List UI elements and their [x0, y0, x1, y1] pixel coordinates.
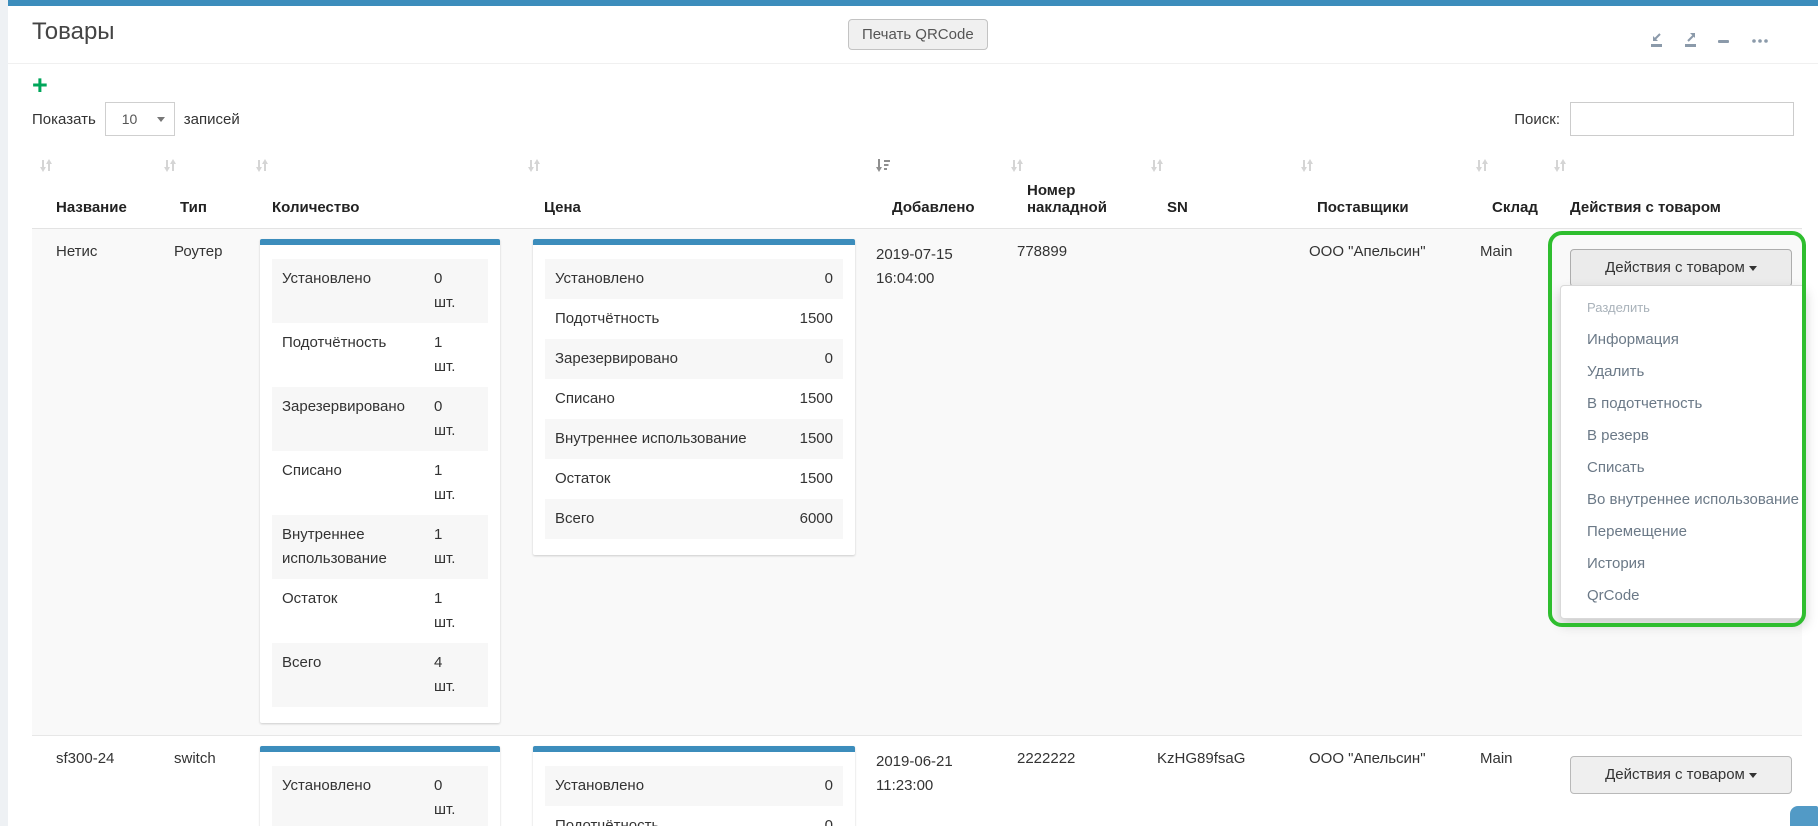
warehouse: Main — [1480, 750, 1513, 767]
menu-item-split[interactable]: Разделить — [1587, 300, 1650, 315]
product-type: Роутер — [174, 243, 223, 260]
quantity-card: Установлено 0 шт. — [260, 746, 500, 826]
column-header-warehouse[interactable]: Склад — [1468, 152, 1546, 229]
sort-both-icon — [1300, 157, 1314, 178]
menu-item-to-accountability[interactable]: В подотчетность — [1587, 395, 1703, 412]
page-title: Товары — [32, 18, 115, 45]
column-header-suppliers[interactable]: Поставщики — [1293, 152, 1468, 229]
quantity-entry: Подотчётность 1 шт. — [282, 334, 456, 375]
invoice-number: 2222222 — [1017, 750, 1076, 767]
page-size-select[interactable]: 10 — [104, 102, 175, 136]
ellipsis-icon[interactable] — [1750, 32, 1768, 48]
products-table: Название Тип Количество Цена — [32, 152, 1806, 826]
price-entry: Подотчётность 1500 — [555, 310, 833, 327]
table-row: Нетис Роутер Установлено 0 шт. Подотчётно… — [32, 228, 1806, 736]
menu-item-move[interactable]: Перемещение — [1587, 523, 1687, 540]
price-entry: Зарезервировано 0 — [545, 339, 843, 379]
show-label: Показать — [32, 110, 96, 128]
warehouse: Main — [1480, 243, 1513, 260]
sort-both-icon — [527, 157, 541, 178]
quantity-card: Установлено 0 шт. Подотчётность 1 шт. Заре… — [260, 239, 500, 723]
column-header-added[interactable]: Добавлено — [868, 152, 1003, 229]
quantity-entry: Всего 4 шт. — [272, 643, 488, 707]
column-header-type[interactable]: Тип — [156, 152, 248, 229]
quantity-entry: Установлено 0 шт. — [272, 259, 488, 323]
dock-out-icon[interactable] — [1682, 32, 1700, 48]
sort-both-icon — [1553, 157, 1567, 178]
column-header-invoice[interactable]: Номер накладной — [1003, 152, 1143, 229]
column-header-price[interactable]: Цена — [520, 152, 868, 229]
actions-dropdown-menu: Разделить Информация Удалить В подотчетн… — [1560, 285, 1806, 619]
dock-in-icon[interactable] — [1648, 32, 1666, 48]
panel-header: Товары Печать QRCode — [8, 6, 1818, 64]
menu-item-qrcode[interactable]: QrCode — [1587, 587, 1640, 604]
price-entry: Подотчётность 0 — [555, 817, 833, 826]
sort-both-icon — [39, 157, 53, 178]
price-entry: Установлено 0 — [545, 259, 843, 299]
caret-down-icon — [1748, 772, 1757, 778]
column-header-name[interactable]: Название — [32, 152, 156, 229]
product-name: Нетис — [56, 243, 98, 260]
search-label: Поиск: — [1514, 110, 1560, 128]
price-card: Установлено 0 Подотчётность 0 — [533, 746, 855, 826]
records-label: записей — [183, 110, 240, 128]
sort-both-icon — [1010, 157, 1024, 178]
sort-both-icon — [255, 157, 269, 178]
product-type: switch — [174, 750, 216, 767]
panel-body: + Показать 10 записей Поиск: — [8, 64, 1818, 826]
column-header-quantity[interactable]: Количество — [248, 152, 520, 229]
panel-tools — [1648, 32, 1768, 48]
menu-item-internal-use[interactable]: Во внутреннее использование — [1587, 491, 1800, 508]
supplier: ООО "Апельсин" — [1309, 750, 1426, 767]
price-entry: Всего 6000 — [545, 499, 843, 539]
invoice-number: 778899 — [1017, 243, 1068, 260]
quantity-entry: Остаток 1 шт. — [282, 590, 456, 631]
sort-both-icon — [163, 157, 177, 178]
search-group: Поиск: — [1514, 102, 1794, 136]
sort-both-icon — [1475, 157, 1489, 178]
column-header-actions[interactable]: Действия с товаром — [1546, 152, 1802, 229]
scroll-top-button[interactable] — [1790, 806, 1818, 826]
print-qrcode-button[interactable]: Печать QRCode — [848, 19, 988, 50]
product-name: sf300-24 — [56, 750, 115, 767]
minimize-icon[interactable] — [1716, 32, 1734, 48]
table-row: sf300-24 switch Установлено 0 шт. — [32, 735, 1802, 826]
menu-item-to-reserve[interactable]: В резерв — [1587, 427, 1649, 444]
products-panel: Товары Печать QRCode + Показать 10 — [8, 0, 1818, 826]
menu-item-history[interactable]: История — [1587, 555, 1646, 572]
menu-item-write-off[interactable]: Списать — [1587, 459, 1645, 476]
actions-dropdown-button[interactable]: Действия с товаром — [1570, 249, 1792, 287]
price-card: Установлено 0 Подотчётность 1500 Зарезер… — [533, 239, 855, 555]
supplier: ООО "Апельсин" — [1309, 243, 1426, 260]
price-entry: Остаток 1500 — [555, 470, 833, 487]
caret-down-icon — [1748, 265, 1757, 271]
add-product-button[interactable]: + — [32, 70, 48, 100]
select-caret-icon — [156, 117, 165, 122]
quantity-entry: Зарезервировано 0 шт. — [272, 387, 488, 451]
column-header-sn[interactable]: SN — [1143, 152, 1293, 229]
price-entry: Внутреннее использование 1500 — [545, 419, 843, 459]
table-controls: Показать 10 записей Поиск: — [32, 102, 1794, 138]
quantity-entry: Установлено 0 шт. — [272, 766, 488, 826]
price-entry: Списано 1500 — [555, 390, 833, 407]
sort-desc-icon — [875, 157, 891, 178]
actions-dropdown-button[interactable]: Действия с товаром — [1570, 756, 1792, 794]
menu-item-info[interactable]: Информация — [1587, 331, 1679, 348]
quantity-entry: Внутреннее использование 1 шт. — [272, 515, 488, 579]
page-size-group: Показать 10 записей — [32, 102, 240, 136]
serial-number — [1147, 239, 1285, 243]
page-size-value: 10 — [121, 111, 138, 127]
quantity-entry: Списано 1 шт. — [282, 462, 456, 503]
price-entry: Установлено 0 — [545, 766, 843, 806]
added-datetime: 2019-07-15 16:04:00 — [876, 246, 953, 287]
added-datetime: 2019-06-21 11:23:00 — [876, 753, 953, 794]
menu-item-delete[interactable]: Удалить — [1587, 363, 1645, 380]
serial-number: KzHG89fsaG — [1157, 750, 1246, 767]
search-input[interactable] — [1570, 102, 1794, 136]
sort-both-icon — [1150, 157, 1164, 178]
